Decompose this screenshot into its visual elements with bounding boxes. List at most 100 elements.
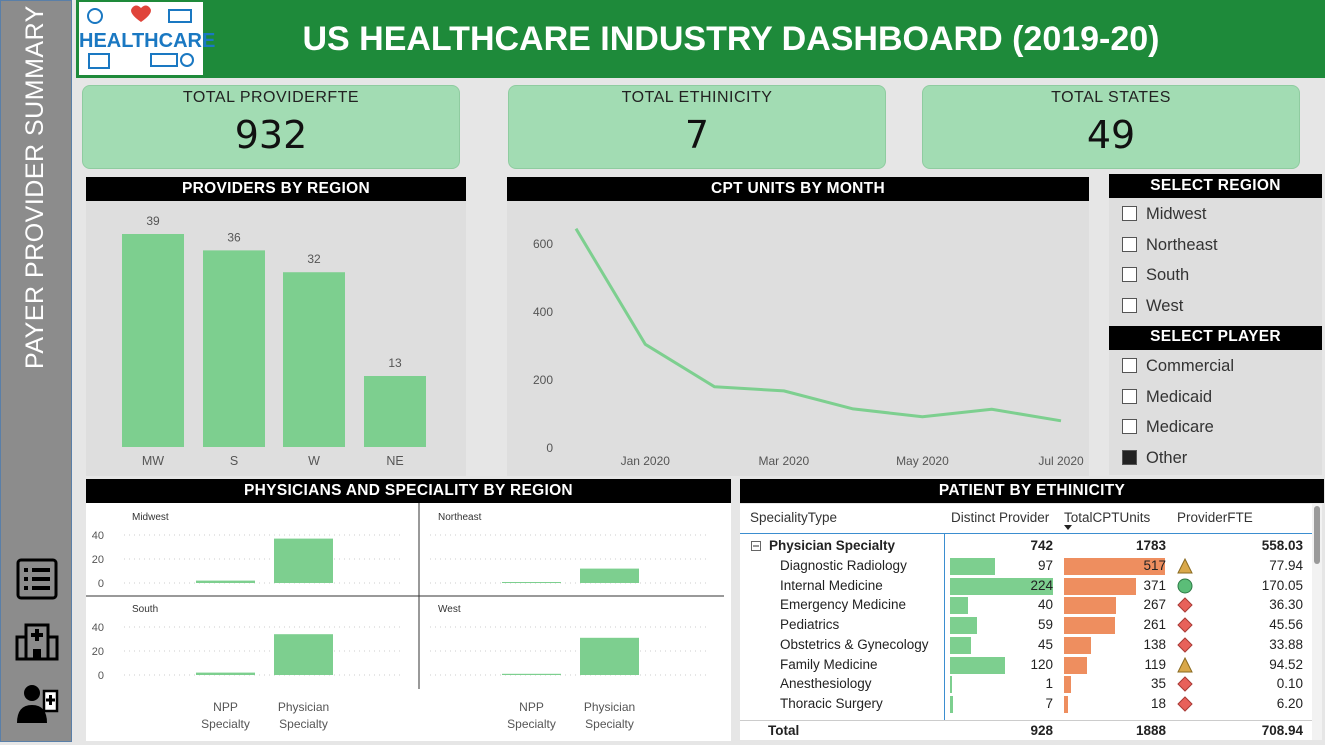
group-label: Physician Specialty xyxy=(769,538,896,553)
region-tick-label: NE xyxy=(386,454,403,468)
logo-text: HEALTHCARE xyxy=(79,30,216,52)
table-row[interactable]: Family Medicine 120 119 94.52 xyxy=(740,655,1312,675)
speciality-name: Thoracic Surgery xyxy=(780,695,883,711)
provider-databar xyxy=(950,577,1053,595)
provider-databar xyxy=(950,617,978,635)
kpi-triangle-icon xyxy=(1177,558,1193,574)
table-row[interactable]: Diagnostic Radiology 97 517 77.94 xyxy=(740,556,1312,576)
cpt-units: 261 xyxy=(1143,617,1166,633)
physicians-title: PHYSICIANS AND SPECIALITY BY REGION xyxy=(86,479,731,503)
cpt-units: 138 xyxy=(1143,636,1166,652)
cpt-databar xyxy=(1064,617,1115,635)
healthcare-logo: HEALTHCARE xyxy=(79,2,216,75)
col-total-cpt-units[interactable]: TotalCPTUnits xyxy=(1064,510,1151,525)
multi-x-tick: Specialty xyxy=(507,717,556,731)
multi-x-tick: Specialty xyxy=(279,717,328,731)
specialty-bar xyxy=(580,568,639,583)
kpi-diamond-icon xyxy=(1177,637,1193,653)
select-region-slicer xyxy=(1109,198,1322,326)
checkbox[interactable] xyxy=(1122,297,1137,313)
col-distinct-provider[interactable]: Distinct Provider xyxy=(951,510,1050,525)
region-option-west[interactable]: West xyxy=(1122,297,1183,316)
report-list-icon[interactable] xyxy=(14,557,60,601)
cpt-databar xyxy=(1064,558,1165,575)
table-group-row[interactable]: Physician Specialty 742 1783 558.03 xyxy=(740,536,1312,556)
provider-databar xyxy=(950,695,954,713)
region-bar-value: 36 xyxy=(227,230,241,244)
table-row[interactable]: Obstetrics & Gynecology 45 138 33.88 xyxy=(740,635,1312,655)
multi-x-tick: NPP xyxy=(213,700,238,714)
region-bar-value: 13 xyxy=(388,356,402,370)
table-row[interactable]: Internal Medicine 224 371 170.05 xyxy=(740,576,1312,596)
region-option-south[interactable]: South xyxy=(1122,266,1189,285)
provider-databar xyxy=(950,636,971,654)
table-row[interactable]: Thoracic Surgery 7 18 6.20 xyxy=(740,694,1312,714)
total-provider: 928 xyxy=(1030,723,1053,738)
specialty-bar xyxy=(274,538,333,583)
kpi-label: TOTAL PROVIDERFTE xyxy=(182,89,360,106)
specialty-bar xyxy=(580,637,639,675)
table-row[interactable]: Emergency Medicine 40 267 36.30 xyxy=(740,595,1312,615)
cpt-units-chart: 0 200 400 600 Jan 2020 Mar 2020 May 2020 Jul 20… xyxy=(507,201,1089,476)
provider-count: 97 xyxy=(1037,558,1053,573)
provider-count: 59 xyxy=(1037,617,1053,633)
col-provider-fte[interactable]: ProviderFTE xyxy=(1177,510,1253,525)
slicer-label: Northeast xyxy=(1146,235,1218,254)
player-option-medicaid[interactable]: Medicaid xyxy=(1122,388,1212,407)
group-cpt: 1783 xyxy=(1135,538,1166,553)
cpt-databar xyxy=(1064,656,1088,674)
header: HEALTHCARE US HEALTHCARE INDUSTRY DASHBO… xyxy=(76,0,1325,78)
speciality-name: Anesthesiology xyxy=(780,676,872,692)
checkbox[interactable] xyxy=(1122,388,1137,404)
select-player-slicer xyxy=(1109,350,1322,475)
cpt-units: 119 xyxy=(1144,656,1166,672)
table-header: SpecialityType Distinct Provider TotalCP… xyxy=(740,504,1312,534)
doctor-icon[interactable] xyxy=(14,681,60,725)
col-speciality-type[interactable]: SpecialityType xyxy=(750,510,838,525)
column-divider xyxy=(944,534,945,740)
player-option-medicare[interactable]: Medicare xyxy=(1122,418,1214,437)
checkbox[interactable] xyxy=(1122,449,1137,465)
provider-count: 120 xyxy=(1030,656,1053,672)
group-fte: 558.03 xyxy=(1261,538,1303,553)
provider-databar xyxy=(950,558,995,575)
checkbox[interactable] xyxy=(1122,419,1137,434)
ethnicity-title: PATIENT BY ETHINICITY xyxy=(740,479,1324,503)
collapse-icon[interactable] xyxy=(751,541,761,551)
multi-y-tick: 20 xyxy=(92,646,104,658)
kpi-triangle-icon xyxy=(1177,656,1193,672)
slicer-label: South xyxy=(1146,266,1190,284)
slicer-label: West xyxy=(1146,296,1184,315)
multi-x-tick: NPP xyxy=(519,700,544,714)
checkbox[interactable] xyxy=(1122,206,1137,221)
scrollbar-thumb[interactable] xyxy=(1314,506,1320,564)
player-option-commercial[interactable]: Commercial xyxy=(1122,357,1234,376)
multi-x-tick: Physician xyxy=(278,700,329,714)
provider-databar xyxy=(950,597,969,615)
checkbox[interactable] xyxy=(1122,267,1137,282)
kpi-value: 7 xyxy=(684,113,710,157)
table-scrollbar[interactable] xyxy=(1312,504,1322,740)
region-option-midwest[interactable]: Midwest xyxy=(1122,205,1207,224)
provider-fte: 0.10 xyxy=(1276,676,1303,692)
kpi-value: 49 xyxy=(1086,113,1136,157)
cpt-y-tick: 0 xyxy=(546,441,553,455)
providers-bar-svg: 39 MW 36 S 32 W 13 NE xyxy=(122,214,426,468)
hospital-icon[interactable] xyxy=(14,619,60,663)
panel-name: Northeast xyxy=(438,512,482,523)
speciality-name: Internal Medicine xyxy=(780,577,883,593)
physicians-chart: Midwest 0 20 40 Northeast South 0 20 40 West NPP Sp… xyxy=(86,503,731,741)
panel-name: South xyxy=(132,604,158,615)
player-option-other[interactable]: Other xyxy=(1122,449,1187,468)
checkbox[interactable] xyxy=(1122,358,1137,373)
checkbox[interactable] xyxy=(1122,236,1137,252)
sort-desc-icon xyxy=(1064,525,1072,530)
region-option-northeast[interactable]: Northeast xyxy=(1122,236,1218,255)
group-provider: 742 xyxy=(1030,538,1053,553)
sidebar-title: PAYER PROVIDER SUMMARY xyxy=(21,5,49,369)
table-row[interactable]: Pediatrics 59 261 45.56 xyxy=(740,615,1312,635)
multi-y-tick: 0 xyxy=(98,578,104,590)
speciality-name: Emergency Medicine xyxy=(780,597,907,613)
multi-x-tick: Physician xyxy=(584,700,635,714)
table-row[interactable]: Anesthesiology 1 35 0.10 xyxy=(740,674,1312,694)
